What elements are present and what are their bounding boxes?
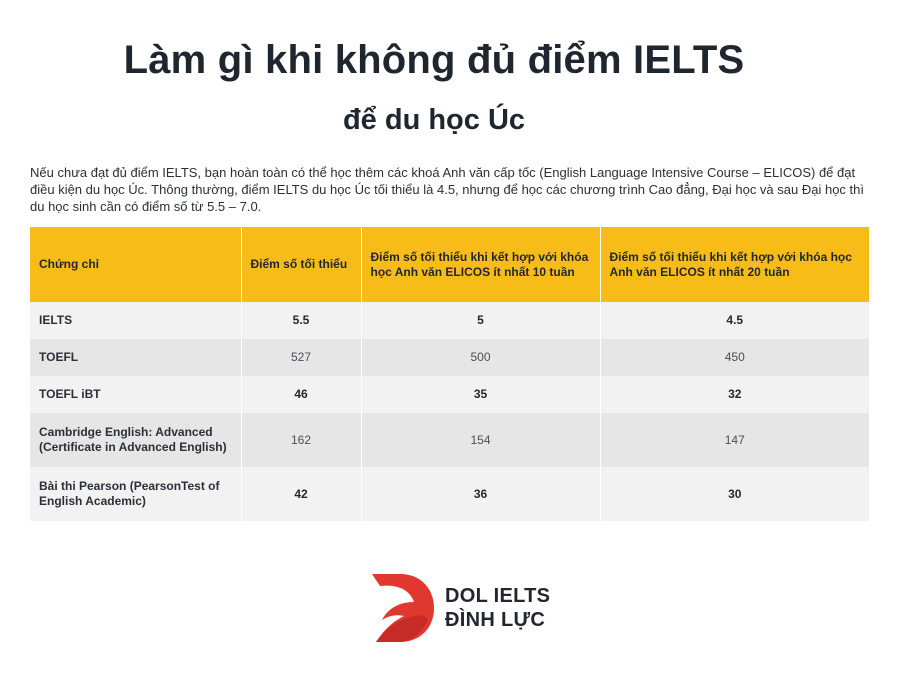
cell-10-weeks: 35 (361, 376, 601, 413)
cell-10-weeks: 154 (361, 413, 601, 467)
table-row: Cambridge English: Advanced (Certificate… (30, 413, 869, 467)
cell-certificate: IELTS (30, 302, 242, 339)
cell-min-score: 5.5 (241, 302, 362, 339)
intro-paragraph: Nếu chưa đạt đủ điểm IELTS, bạn hoàn toà… (30, 165, 864, 214)
cell-certificate: TOEFL iBT (30, 376, 242, 413)
table-header-row: Chứng chỉ Điểm số tối thiểu Điểm số tối … (30, 227, 869, 302)
logo-line-1: DOL IELTS (445, 585, 551, 607)
cell-certificate: Cambridge English: Advanced (Certificate… (30, 413, 242, 467)
header-min-score: Điểm số tối thiểu (241, 227, 362, 302)
table-row: Bài thi Pearson (PearsonTest of English … (30, 467, 869, 521)
cell-20-weeks: 450 (600, 339, 869, 376)
cell-10-weeks: 36 (361, 467, 601, 521)
logo-wordmark: DOL IELTS ĐÌNH LỰC (445, 584, 550, 632)
cell-certificate: TOEFL (30, 339, 242, 376)
cell-min-score: 46 (241, 376, 362, 413)
cell-certificate: Bài thi Pearson (PearsonTest of English … (30, 467, 242, 521)
page-title: Làm gì khi không đủ điểm IELTS (123, 38, 745, 82)
cell-min-score: 162 (241, 413, 362, 467)
cell-10-weeks: 500 (361, 339, 601, 376)
brand-logo: DOL IELTS ĐÌNH LỰC (370, 572, 570, 644)
header-certificate: Chứng chỉ (30, 227, 242, 302)
page-subtitle: để du học Úc (342, 104, 526, 136)
cell-20-weeks: 32 (600, 376, 869, 413)
cell-20-weeks: 147 (600, 413, 869, 467)
table-row: IELTS 5.5 5 4.5 (30, 302, 869, 339)
logo-line-2: ĐÌNH LỰC (445, 609, 546, 631)
cell-10-weeks: 5 (361, 302, 601, 339)
dol-logo-icon (372, 574, 434, 642)
header-min-score-10-weeks: Điểm số tối thiểu khi kết hợp với khóa h… (361, 227, 601, 302)
cell-min-score: 527 (241, 339, 362, 376)
header-min-score-20-weeks: Điểm số tối thiểu khi kết hợp với khóa h… (600, 227, 869, 302)
table-row: TOEFL iBT 46 35 32 (30, 376, 869, 413)
score-table: Chứng chỉ Điểm số tối thiểu Điểm số tối … (30, 227, 869, 521)
cell-min-score: 42 (241, 467, 362, 521)
cell-20-weeks: 4.5 (600, 302, 869, 339)
table-row: TOEFL 527 500 450 (30, 339, 869, 376)
cell-20-weeks: 30 (600, 467, 869, 521)
